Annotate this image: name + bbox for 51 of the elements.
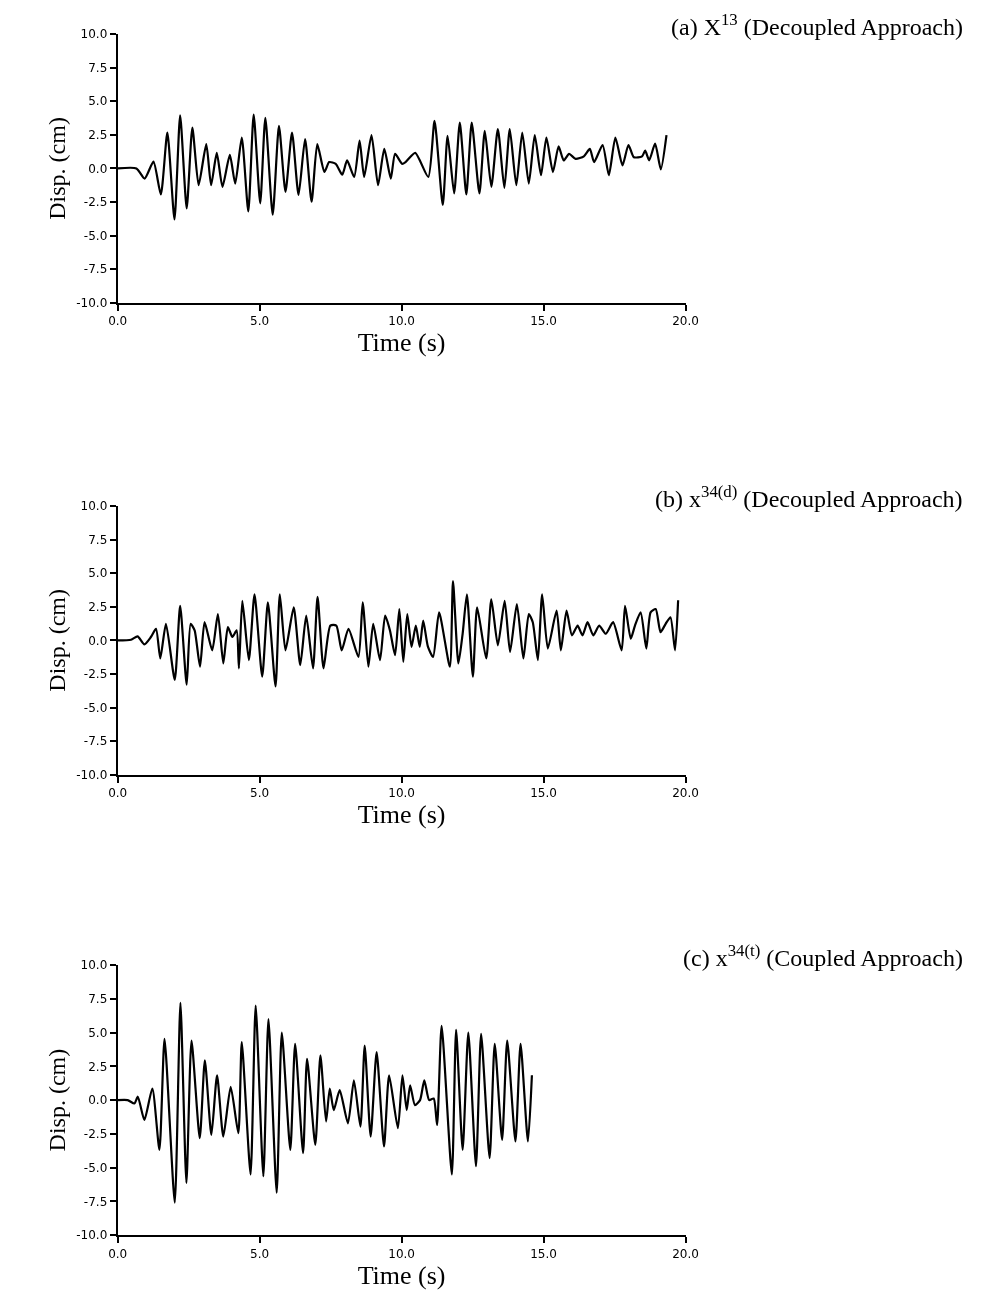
- x-axis-title: Time (s): [357, 328, 446, 358]
- y-tick-label: -2.5: [83, 195, 108, 210]
- x-tick-label: 10.0: [388, 314, 415, 329]
- y-axis-title: Disp. (cm): [43, 1048, 70, 1152]
- text: (b) x$^{34(d)}$ (Decoupled Approach): [655, 482, 963, 513]
- y-tick-label: 0.0: [88, 633, 108, 648]
- y-axis-title: Disp. (cm): [43, 117, 70, 220]
- y-tick-label: 7.5: [88, 992, 108, 1007]
- y-tick-label: 5.0: [88, 566, 108, 581]
- y-axis-title: Disp. (cm): [43, 589, 70, 692]
- y-tick-label: 7.5: [88, 532, 108, 547]
- x-tick-label: 5.0: [250, 786, 270, 801]
- x-tick-label: 0.0: [108, 1246, 128, 1261]
- y-tick-label: 2.5: [88, 599, 108, 614]
- y-tick-label: -7.5: [83, 1194, 108, 1209]
- text: (c) x$^{34(t)}$ (Coupled Approach): [683, 941, 963, 972]
- x-tick-label: 15.0: [530, 786, 557, 801]
- x-tick-label: 0.0: [108, 314, 128, 329]
- y-tick-label: -5.0: [83, 228, 108, 243]
- y-tick-label: 2.5: [88, 128, 108, 142]
- y-tick-label: -2.5: [83, 1127, 108, 1142]
- x-tick-label: 10.0: [388, 1246, 415, 1261]
- y-tick-label: 5.0: [88, 94, 108, 109]
- x-tick-label: 5.0: [250, 1246, 270, 1261]
- y-tick-label: 7.5: [88, 60, 108, 75]
- y-tick-label: 2.5: [88, 1059, 108, 1074]
- text: (a) X$^{13}$ (Decoupled Approach): [671, 10, 963, 41]
- y-tick-label: -10.0: [76, 295, 108, 310]
- y-tick-label: 5.0: [88, 1025, 108, 1040]
- x-tick-label: 0.0: [108, 786, 128, 801]
- y-tick-label: 10.0: [80, 499, 108, 514]
- x-tick-label: 20.0: [672, 786, 699, 801]
- x-tick-label: 15.0: [530, 314, 557, 329]
- y-tick-label: 0.0: [88, 161, 108, 176]
- y-tick-label: 10.0: [80, 27, 108, 42]
- x-axis-title: Time (s): [357, 1260, 446, 1290]
- y-tick-label: -10.0: [76, 767, 108, 782]
- y-tick-label: -10.0: [76, 1228, 108, 1243]
- y-tick-label: -2.5: [83, 667, 108, 682]
- x-tick-label: 5.0: [250, 314, 270, 329]
- x-tick-label: 20.0: [672, 1246, 699, 1261]
- y-tick-label: -7.5: [83, 262, 108, 277]
- y-tick-label: 10.0: [80, 958, 108, 973]
- x-tick-label: 15.0: [530, 1246, 557, 1261]
- y-tick-label: -7.5: [83, 734, 108, 749]
- y-tick-label: -5.0: [83, 700, 108, 715]
- y-tick-label: 0.0: [88, 1093, 108, 1108]
- x-tick-label: 10.0: [388, 786, 415, 801]
- x-tick-label: 20.0: [672, 314, 699, 329]
- y-tick-label: -5.0: [83, 1160, 108, 1175]
- x-axis-title: Time (s): [357, 800, 446, 830]
